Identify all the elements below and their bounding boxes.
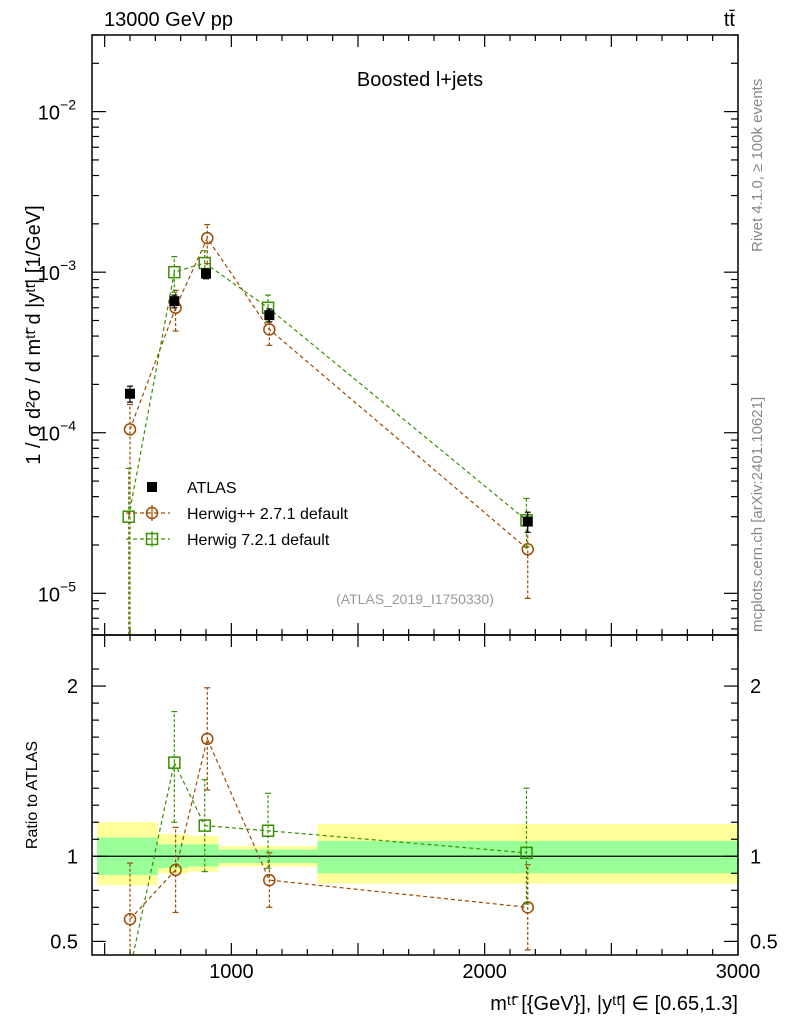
data-marker — [261, 824, 275, 837]
ratio-y-tick-label-right: 1 — [750, 846, 761, 868]
y-tick-label: 10−3 — [38, 257, 76, 285]
data-marker — [123, 423, 137, 436]
data-marker — [122, 510, 135, 523]
data-marker — [169, 296, 180, 307]
ratio-y-tick-label-left: 0.5 — [50, 931, 78, 953]
ratio-band-inner — [188, 844, 219, 867]
x-tick-labels: 1000 2000 3000 — [209, 961, 760, 983]
ratio-y-tick-label-left: 2 — [67, 676, 78, 698]
y-tick-label-exponent: −3 — [60, 257, 76, 273]
series-line — [129, 736, 528, 920]
data-marker — [168, 265, 181, 279]
ratio-frame — [91, 634, 739, 956]
data-marker — [169, 863, 182, 877]
process-label: tt̄ — [724, 9, 736, 31]
data-marker — [264, 310, 275, 321]
main-y-axis-label: 1 / σ d²σ / d mᵗᵗ̄ d |yᵗᵗ̄| [1/GeV] — [23, 205, 45, 464]
main-panel: Boosted l+jets (ATLAS_2019_I1750330) 1 /… — [23, 34, 739, 636]
analysis-id-label: (ATLAS_2019_I1750330) — [336, 591, 494, 607]
legend-label: Herwig 7.2.1 default — [187, 532, 330, 549]
y-tick-label-base: 10 — [38, 424, 60, 446]
ratio-plot-area — [123, 687, 534, 981]
y-tick-label-exponent: −2 — [60, 97, 76, 113]
y-tick-label: 10−2 — [38, 97, 76, 125]
ratio-y-axis-label: Ratio to ATLAS — [24, 741, 41, 849]
ratio-y-tick-label-left: 1 — [67, 846, 78, 868]
ratio-y-tick-label-right: 2 — [750, 676, 761, 698]
y-tick-label-base: 10 — [38, 103, 60, 125]
data-marker — [201, 268, 211, 279]
data-marker — [168, 756, 181, 769]
data-marker — [123, 970, 134, 981]
legend-label: Herwig++ 2.7.1 default — [187, 506, 349, 523]
data-marker — [125, 388, 135, 399]
x-axis-label: mᵗᵗ̄ [{GeV}], |yᵗᵗ̄| ∈ [0.65,1.3] — [490, 993, 738, 1015]
ratio-uncertainty-bands — [92, 822, 738, 886]
y-tick-label-base: 10 — [38, 263, 60, 285]
x-tick-label: 2000 — [462, 961, 507, 983]
data-marker — [145, 506, 159, 520]
y-tick-label-exponent: −4 — [60, 418, 76, 434]
rivet-version-label: Rivet 4.1.0, ≥ 100k events — [749, 79, 766, 252]
series-line — [128, 262, 527, 521]
ratio-panel: Ratio to ATLAS 0.5 0.5 1 1 2 2 1000 2000 3000 m… — [24, 634, 778, 1015]
y-tick-label-base: 10 — [38, 584, 60, 606]
data-marker — [521, 543, 534, 556]
data-marker — [521, 901, 534, 914]
series-line — [129, 236, 529, 550]
y-tick-label: 10−5 — [38, 578, 76, 606]
y-tick-label-exponent: −5 — [60, 578, 76, 594]
x-tick-label: 1000 — [209, 961, 254, 983]
data-marker — [123, 913, 137, 926]
data-marker — [201, 231, 214, 245]
data-marker — [201, 732, 214, 746]
data-marker — [263, 873, 276, 887]
data-marker — [520, 846, 533, 860]
data-marker — [263, 323, 276, 336]
energy-label: 13000 GeV pp — [104, 9, 233, 31]
ratio-y-tick-label-right: 0.5 — [750, 931, 778, 953]
ratio-axis-ticks — [92, 635, 739, 955]
ratio-y-tick-labels: 0.5 0.5 1 1 2 2 — [50, 676, 778, 953]
legend-label: ATLAS — [187, 480, 237, 497]
y-tick-label: 10−4 — [38, 418, 76, 446]
legend: ATLAS Herwig++ 2.7.1 default Herwig 7.2.1 … — [126, 480, 349, 549]
data-marker — [198, 819, 211, 832]
chart-title: Boosted l+jets — [357, 69, 483, 91]
main-y-tick-labels: 10−510−410−310−2 — [38, 97, 76, 607]
main-plot-area — [122, 223, 534, 635]
x-tick-label: 3000 — [716, 961, 761, 983]
data-marker — [522, 516, 533, 527]
data-marker — [147, 482, 157, 492]
mcplots-label: mcplots.cern.ch [arXiv:2401.10621] — [749, 397, 766, 632]
data-marker — [145, 532, 159, 546]
